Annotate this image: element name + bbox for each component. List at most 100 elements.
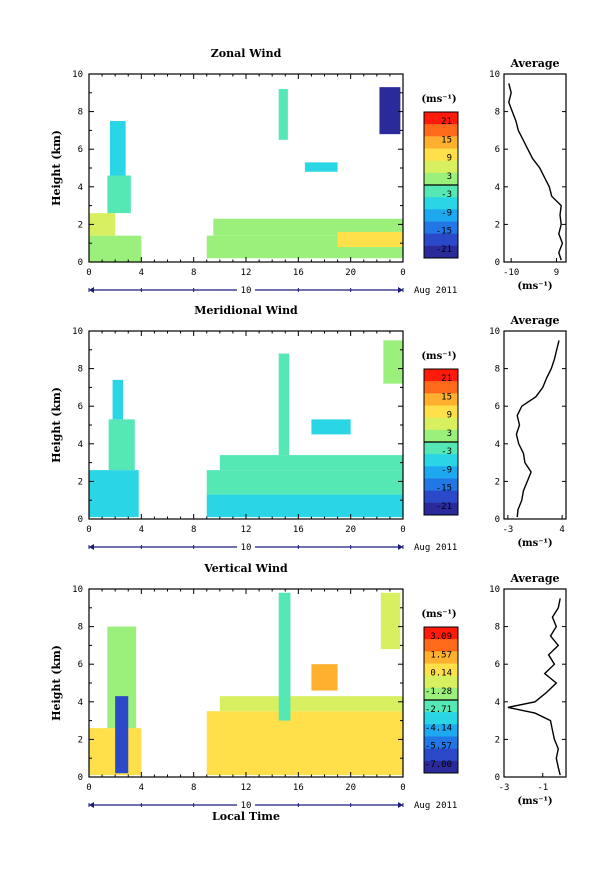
heatmap-cell bbox=[112, 379, 124, 420]
x-tick-label: 0 bbox=[400, 525, 405, 535]
y-tick-label: 6 bbox=[78, 660, 83, 670]
heatmap-cell bbox=[219, 455, 403, 471]
average-y-tick-label: 2 bbox=[495, 477, 500, 487]
average-y-tick-label: 10 bbox=[489, 585, 500, 595]
heatmap-cell bbox=[89, 235, 142, 262]
y-tick-label: 6 bbox=[78, 145, 83, 155]
day-label: 10 bbox=[241, 543, 252, 553]
average-unit: (ms⁻¹) bbox=[517, 796, 552, 807]
colorbar-swatch bbox=[424, 760, 458, 774]
day-axis-end-marker bbox=[398, 802, 403, 808]
y-tick-label: 10 bbox=[72, 327, 83, 337]
average-y-tick-label: 4 bbox=[495, 440, 500, 450]
date-label: Aug 2011 bbox=[414, 543, 457, 553]
colorbar-swatch bbox=[424, 124, 458, 137]
panel-title: Zonal Wind bbox=[211, 47, 282, 60]
y-axis-label: Height (km) bbox=[50, 387, 63, 463]
colorbar-swatch bbox=[424, 197, 458, 210]
average-y-tick-label: 2 bbox=[495, 735, 500, 745]
heatmap-cell bbox=[380, 592, 401, 650]
x-tick-label: 0 bbox=[86, 783, 91, 793]
average-y-tick-label: 8 bbox=[495, 365, 500, 375]
colorbar-swatch bbox=[424, 112, 458, 125]
day-axis-start-marker bbox=[89, 287, 94, 293]
colorbar-tick-label: -3 bbox=[441, 447, 452, 457]
average-title: Average bbox=[509, 57, 559, 70]
colorbar-swatch bbox=[424, 245, 458, 259]
heatmap-cell bbox=[311, 419, 351, 435]
colorbar-swatch bbox=[424, 417, 458, 431]
colorbar-swatch bbox=[424, 502, 458, 516]
colorbar-tick-label: -9 bbox=[441, 208, 452, 218]
colorbar-tick-label: -1.28 bbox=[425, 687, 452, 697]
heatmap-cell bbox=[278, 353, 290, 456]
day-axis-end-marker bbox=[398, 287, 403, 293]
colorbar-swatch bbox=[424, 700, 458, 713]
y-tick-label: 2 bbox=[78, 220, 83, 230]
colorbar-swatch bbox=[424, 724, 458, 737]
average-x-tick-label: -1 bbox=[537, 783, 548, 793]
colorbar-swatch bbox=[424, 209, 458, 222]
average-y-tick-label: 6 bbox=[495, 145, 500, 155]
x-axis-label: Local Time bbox=[212, 810, 280, 823]
colorbar-tick-label: 9 bbox=[447, 411, 452, 421]
average-y-tick-label: 8 bbox=[495, 108, 500, 118]
day-label: 10 bbox=[241, 286, 252, 296]
colorbar-swatch bbox=[424, 712, 458, 725]
y-tick-label: 2 bbox=[78, 735, 83, 745]
colorbar-swatch bbox=[424, 663, 458, 677]
colorbar-swatch bbox=[424, 405, 458, 419]
heatmap-cell bbox=[383, 340, 403, 384]
heatmap-cell bbox=[213, 218, 403, 236]
average-profile-line bbox=[507, 598, 561, 776]
x-tick-label: 20 bbox=[345, 268, 356, 278]
x-tick-label: 16 bbox=[293, 783, 304, 793]
average-unit: (ms⁻¹) bbox=[517, 281, 552, 292]
y-tick-label: 8 bbox=[78, 108, 83, 118]
x-tick-label: 12 bbox=[241, 268, 252, 278]
x-tick-label: 12 bbox=[241, 783, 252, 793]
average-y-tick-label: 4 bbox=[495, 183, 500, 193]
date-label: Aug 2011 bbox=[414, 801, 457, 811]
day-label: 10 bbox=[241, 801, 252, 811]
x-tick-label: 8 bbox=[191, 268, 196, 278]
x-tick-label: 0 bbox=[86, 525, 91, 535]
x-tick-label: 8 bbox=[191, 783, 196, 793]
average-title: Average bbox=[509, 314, 559, 327]
average-x-tick-label: -3 bbox=[502, 525, 513, 535]
y-tick-label: 4 bbox=[78, 440, 83, 450]
y-tick-label: 6 bbox=[78, 402, 83, 412]
average-y-tick-label: 8 bbox=[495, 623, 500, 633]
heatmap-cell bbox=[219, 696, 403, 712]
colorbar-tick-label: -7.00 bbox=[425, 760, 452, 770]
heatmap-cell bbox=[379, 87, 401, 135]
colorbar-tick-label: -3 bbox=[441, 190, 452, 200]
colorbar-tick-label: 15 bbox=[441, 392, 452, 402]
colorbar-swatch bbox=[424, 429, 458, 443]
panel-title: Vertical Wind bbox=[203, 562, 288, 575]
heatmap-cell bbox=[206, 470, 403, 495]
x-tick-label: 20 bbox=[345, 525, 356, 535]
colorbar-swatch bbox=[424, 748, 458, 762]
heatmap-cell bbox=[108, 419, 135, 471]
heatmap-cell bbox=[206, 711, 403, 776]
colorbar-tick-label: 3 bbox=[447, 172, 452, 182]
average-x-tick-label: 9 bbox=[554, 268, 559, 278]
x-tick-label: 12 bbox=[241, 525, 252, 535]
colorbar-swatch bbox=[424, 454, 458, 467]
x-tick-label: 4 bbox=[139, 268, 144, 278]
colorbar-swatch bbox=[424, 651, 458, 664]
average-y-tick-label: 6 bbox=[495, 660, 500, 670]
heatmap-cell bbox=[278, 592, 291, 721]
average-unit: (ms⁻¹) bbox=[517, 538, 552, 549]
colorbar-tick-label: 3 bbox=[447, 429, 452, 439]
heatmap-cell bbox=[337, 231, 403, 247]
y-tick-label: 10 bbox=[72, 70, 83, 80]
colorbar-tick-label: -21 bbox=[436, 245, 452, 255]
average-x-tick-label: -10 bbox=[503, 268, 519, 278]
day-axis-end-marker bbox=[398, 544, 403, 550]
colorbar-swatch bbox=[424, 736, 458, 750]
heatmap-cell bbox=[89, 470, 139, 518]
colorbar-swatch bbox=[424, 381, 458, 394]
y-tick-label: 0 bbox=[78, 515, 83, 525]
